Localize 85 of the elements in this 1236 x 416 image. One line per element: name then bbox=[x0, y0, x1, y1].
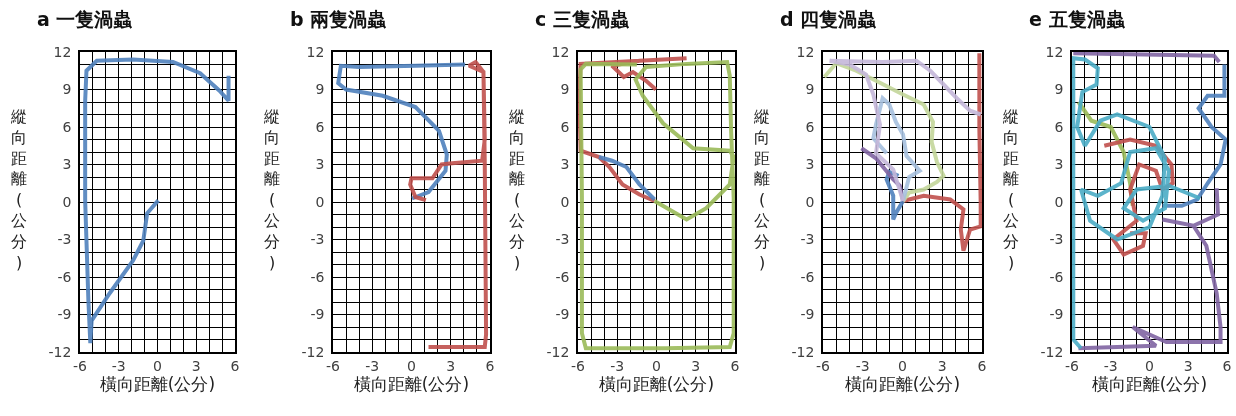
y-tick-label: 6 bbox=[315, 118, 325, 135]
x-tick-label: 0 bbox=[407, 357, 416, 374]
x-tick-label: -6 bbox=[73, 357, 88, 374]
y-tick-label: 3 bbox=[62, 156, 72, 173]
x-tick-label: 0 bbox=[652, 357, 661, 374]
y-tick-label: -6 bbox=[555, 268, 570, 285]
y-tick-label: 9 bbox=[805, 81, 815, 98]
x-tick-label: 6 bbox=[230, 357, 240, 374]
x-axis-title: 橫向距離(公分) bbox=[1091, 373, 1208, 394]
y-tick-label: -3 bbox=[555, 231, 570, 248]
y-tick-label: 9 bbox=[1054, 81, 1064, 98]
y-tick-label: 6 bbox=[1054, 118, 1064, 135]
x-tick-label: -3 bbox=[365, 357, 380, 374]
x-tick-label: -3 bbox=[610, 357, 625, 374]
y-tick-label: 6 bbox=[62, 118, 72, 135]
x-axis-title: 橫向距離(公分) bbox=[99, 373, 216, 394]
y-tick-label: 12 bbox=[53, 43, 72, 60]
x-tick-label: 3 bbox=[446, 357, 456, 374]
y-tick-label: 12 bbox=[306, 43, 325, 60]
x-tick-label: 3 bbox=[691, 357, 701, 374]
y-tick-label: -12 bbox=[48, 343, 72, 360]
x-tick-label: 3 bbox=[937, 357, 947, 374]
x-tick-label: 0 bbox=[898, 357, 907, 374]
y-tick-label: 3 bbox=[315, 156, 325, 173]
y-tick-label: -12 bbox=[301, 343, 325, 360]
y-tick-label: 9 bbox=[560, 81, 570, 98]
chart-title: d 四隻渦蟲 bbox=[780, 8, 878, 30]
x-tick-label: -3 bbox=[1103, 357, 1118, 374]
y-axis-title: 縱向距離(公分) bbox=[1002, 107, 1019, 272]
x-tick-label: -6 bbox=[1065, 357, 1080, 374]
y-tick-label: 0 bbox=[560, 193, 570, 210]
x-tick-label: -6 bbox=[326, 357, 341, 374]
y-axis-title: 縱向距離(公分) bbox=[508, 107, 525, 272]
x-axis-title: 橫向距離(公分) bbox=[353, 373, 470, 394]
y-tick-label: 3 bbox=[560, 156, 570, 173]
y-tick-label: 9 bbox=[315, 81, 325, 98]
y-tick-label: -3 bbox=[310, 231, 325, 248]
y-tick-label: -9 bbox=[1049, 306, 1064, 323]
y-tick-label: 12 bbox=[551, 43, 570, 60]
y-tick-label: -9 bbox=[310, 306, 325, 323]
y-tick-label: 12 bbox=[796, 43, 815, 60]
y-tick-label: -9 bbox=[555, 306, 570, 323]
y-axis-title: 縱向距離(公分) bbox=[10, 107, 27, 272]
y-tick-label: 9 bbox=[62, 81, 72, 98]
chart-title: b 兩隻渦蟲 bbox=[290, 8, 388, 30]
y-tick-label: -6 bbox=[310, 268, 325, 285]
y-tick-label: 0 bbox=[315, 193, 325, 210]
y-tick-label: -6 bbox=[57, 268, 72, 285]
x-tick-label: 6 bbox=[977, 357, 987, 374]
y-tick-label: -9 bbox=[57, 306, 72, 323]
y-tick-label: 6 bbox=[805, 118, 815, 135]
x-axis-title: 橫向距離(公分) bbox=[844, 373, 961, 394]
y-tick-label: -3 bbox=[800, 231, 815, 248]
y-tick-label: 12 bbox=[1045, 43, 1064, 60]
x-tick-label: 0 bbox=[153, 357, 162, 374]
y-tick-label: 6 bbox=[560, 118, 570, 135]
y-tick-label: 0 bbox=[805, 193, 815, 210]
chart-title: e 五隻渦蟲 bbox=[1029, 8, 1126, 30]
x-tick-label: -6 bbox=[571, 357, 586, 374]
y-axis-title: 縱向距離(公分) bbox=[753, 107, 770, 272]
y-axis-title: 縱向距離(公分) bbox=[263, 107, 280, 272]
y-tick-label: -6 bbox=[800, 268, 815, 285]
y-tick-label: -12 bbox=[546, 343, 570, 360]
y-tick-label: -3 bbox=[57, 231, 72, 248]
y-tick-label: 0 bbox=[1054, 193, 1064, 210]
x-tick-label: 6 bbox=[1222, 357, 1232, 374]
x-tick-label: 3 bbox=[1183, 357, 1193, 374]
y-tick-label: -9 bbox=[800, 306, 815, 323]
x-tick-label: 6 bbox=[485, 357, 495, 374]
x-tick-label: 0 bbox=[1145, 357, 1154, 374]
x-tick-label: 3 bbox=[191, 357, 201, 374]
x-tick-label: 6 bbox=[730, 357, 740, 374]
y-tick-label: 0 bbox=[62, 193, 72, 210]
x-tick-label: -3 bbox=[855, 357, 870, 374]
chart-title: c 三隻渦蟲 bbox=[535, 8, 630, 30]
x-tick-label: -3 bbox=[111, 357, 126, 374]
y-tick-label: -12 bbox=[791, 343, 815, 360]
x-axis-title: 橫向距離(公分) bbox=[598, 373, 715, 394]
y-tick-label: 3 bbox=[1054, 156, 1064, 173]
y-tick-label: -12 bbox=[1040, 343, 1064, 360]
y-tick-label: -6 bbox=[1049, 268, 1064, 285]
x-tick-label: -6 bbox=[816, 357, 831, 374]
y-tick-label: 3 bbox=[805, 156, 815, 173]
chart-title: a 一隻渦蟲 bbox=[37, 8, 134, 30]
y-tick-label: -3 bbox=[1049, 231, 1064, 248]
